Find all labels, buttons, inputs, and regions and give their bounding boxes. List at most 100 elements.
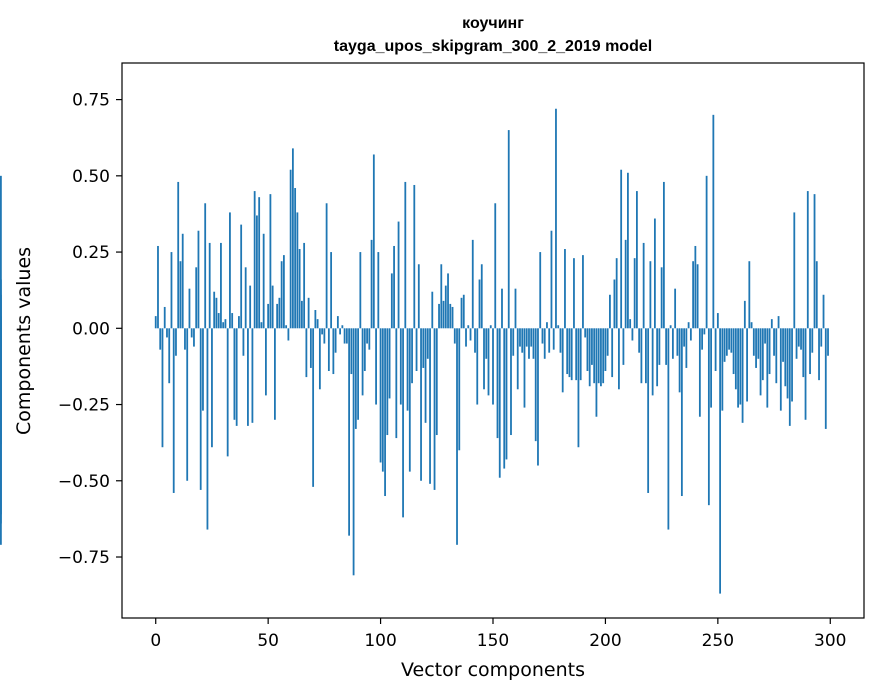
bar — [240, 224, 243, 329]
bar — [759, 328, 762, 396]
bar — [244, 267, 247, 329]
bar — [784, 328, 787, 387]
bar — [487, 328, 490, 396]
bar — [503, 328, 506, 469]
bar — [159, 328, 162, 350]
bar — [489, 325, 492, 329]
bar — [591, 328, 593, 365]
bar — [645, 328, 647, 384]
bar — [782, 328, 784, 362]
bar — [777, 316, 780, 329]
bar — [575, 328, 578, 381]
bar — [440, 264, 443, 329]
bar — [190, 328, 193, 338]
bar — [620, 169, 623, 329]
bar — [584, 328, 587, 338]
bar — [238, 316, 240, 329]
bar — [433, 328, 436, 490]
bar — [366, 328, 368, 344]
bar — [291, 148, 294, 329]
bar — [406, 328, 409, 411]
bar — [462, 294, 465, 329]
bar — [818, 328, 820, 381]
bar — [653, 218, 656, 329]
bar — [422, 328, 425, 368]
bar — [411, 328, 413, 384]
bar — [420, 328, 422, 481]
bar — [186, 328, 189, 481]
bar — [719, 328, 721, 594]
bar — [431, 291, 434, 329]
bar — [429, 328, 431, 484]
bar — [494, 203, 497, 329]
bar — [177, 181, 180, 329]
bar — [399, 328, 402, 405]
bar — [566, 328, 569, 375]
bar — [568, 328, 571, 378]
bar — [593, 328, 596, 384]
bar — [318, 328, 321, 390]
bar — [582, 255, 584, 329]
bar — [307, 297, 310, 329]
bar — [768, 328, 771, 375]
bar — [573, 258, 575, 329]
bar — [564, 249, 566, 329]
bar — [231, 313, 234, 329]
bar — [741, 328, 744, 423]
bar — [739, 328, 742, 405]
bar — [438, 303, 440, 329]
bar — [478, 279, 481, 329]
bar — [274, 328, 276, 420]
bar — [721, 328, 724, 411]
bar — [323, 328, 326, 344]
bar — [597, 328, 600, 384]
bar — [552, 328, 555, 350]
bar — [496, 328, 499, 439]
bar — [624, 239, 627, 329]
bar — [800, 328, 802, 350]
bar — [267, 303, 270, 329]
bar — [773, 328, 775, 356]
bar — [204, 203, 207, 329]
bar — [528, 328, 530, 359]
bar — [647, 328, 650, 493]
bar — [350, 328, 353, 375]
x-tick-label: 300 — [814, 631, 846, 651]
bar — [325, 203, 328, 329]
bar — [714, 328, 717, 371]
bar — [730, 328, 733, 353]
bar — [750, 322, 753, 329]
bar — [199, 328, 202, 490]
bar — [208, 242, 211, 329]
bar — [451, 306, 454, 329]
bar — [363, 328, 366, 371]
bar — [298, 249, 301, 329]
chart-subtitle: tayga_upos_skipgram_300_2_2019 model — [334, 38, 652, 55]
bar — [442, 300, 445, 329]
bar — [476, 328, 479, 405]
bar — [271, 285, 274, 329]
bar — [343, 328, 346, 344]
bar — [707, 328, 710, 506]
bar — [667, 328, 670, 530]
bar — [579, 328, 582, 381]
bar — [676, 328, 679, 356]
bar — [226, 328, 229, 457]
bar — [467, 325, 470, 329]
bar — [557, 325, 560, 329]
bar — [413, 184, 416, 329]
chart-title: коучинг — [462, 15, 524, 32]
bar — [613, 279, 616, 329]
plot-frame — [121, 62, 865, 619]
bar — [256, 215, 258, 329]
bar — [359, 252, 362, 329]
bar — [541, 328, 544, 344]
bar — [390, 273, 393, 329]
bar — [523, 328, 526, 408]
y-tick-label: −0.50 — [58, 472, 110, 492]
bar — [287, 328, 290, 341]
bar — [332, 328, 335, 375]
bar — [662, 181, 665, 329]
bar — [157, 245, 159, 329]
